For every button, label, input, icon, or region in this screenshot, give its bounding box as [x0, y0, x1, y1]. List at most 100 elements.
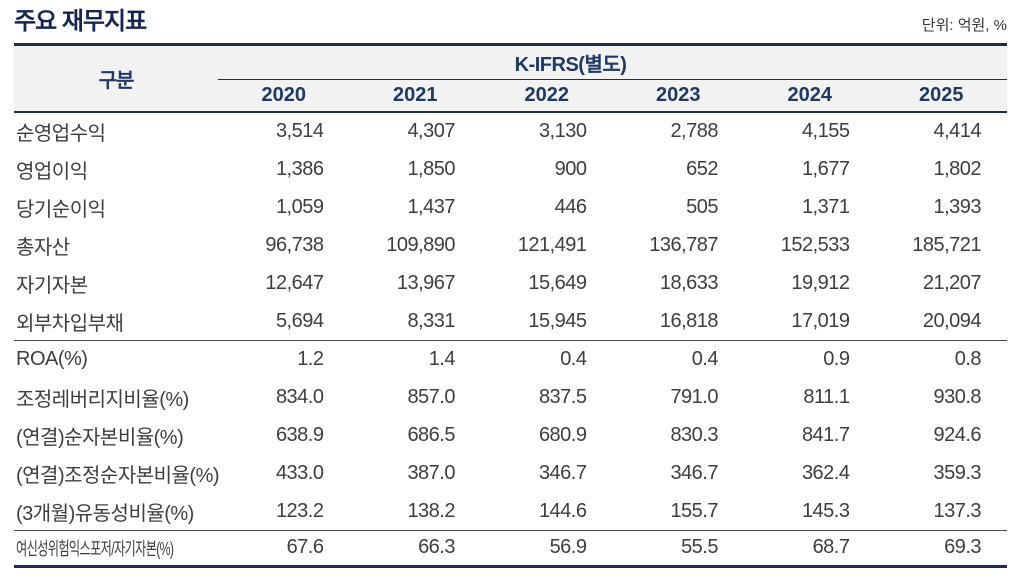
row-label: (3개월)유동성비율(%): [14, 492, 218, 531]
cell-value: 680.9: [538, 423, 587, 446]
page-title: 주요 재무지표: [14, 8, 147, 35]
cell-value: 185,721: [912, 233, 982, 256]
cell-value: 900: [554, 157, 587, 180]
cell-value: 433.0: [275, 461, 324, 484]
row-label-text: 자기자본: [16, 274, 88, 297]
category-header: 구분: [14, 44, 218, 114]
cell-value: 830.3: [670, 423, 718, 446]
row-label: 순영업수익: [14, 112, 218, 150]
accounting-standard-label: K-IFRS(별도): [514, 53, 627, 76]
cell-value: 0.8: [954, 348, 982, 371]
table-row: (연결)순자본비율(%) 638.9 686.5 680.9 830.3 841.7 924…: [14, 416, 1007, 454]
cell-value: 346.7: [670, 461, 718, 484]
row-label: 여신성위험익스포저/자기자본(%): [14, 530, 218, 566]
cell-value: 15,649: [528, 271, 587, 294]
cell-value: 68.7: [812, 536, 850, 559]
cell-value: 66.3: [418, 536, 455, 559]
row-label-text: ROA(%): [16, 348, 88, 371]
cell-value: 69.3: [944, 536, 982, 559]
accounting-standard-header: K-IFRS(별도): [218, 44, 1008, 80]
cell-value: 1,371: [801, 195, 850, 218]
cell-value: 1.4: [428, 348, 456, 371]
row-label-text: 당기순이익: [16, 198, 106, 221]
year-header: 2025: [875, 79, 1008, 114]
row-label-text: 외부차입부채: [16, 312, 124, 335]
row-label: 자기자본: [14, 264, 218, 302]
table-row: 순영업수익 3,514 4,307 3,130 2,788 4,155 4,414: [14, 112, 1007, 150]
row-label: 총자산: [14, 226, 218, 264]
cell-value: 1.2: [297, 348, 324, 371]
table-row: (연결)조정순자본비율(%) 433.0 387.0 346.7 346.7 362.4 3…: [14, 454, 1007, 492]
cell-value: 20,094: [875, 302, 1008, 341]
cell-value: 0.9: [823, 348, 850, 371]
cell-value: 144.6: [481, 492, 613, 531]
year-header: 2023: [612, 79, 744, 114]
year-header: 2022: [481, 79, 613, 114]
cell-value: 446: [554, 195, 587, 218]
cell-value: 1,059: [275, 195, 324, 218]
cell-value: 17,019: [744, 302, 876, 341]
row-label: (연결)순자본비율(%): [14, 416, 218, 454]
cell-value: 55.5: [681, 536, 718, 559]
cell-value: 4,155: [801, 120, 850, 143]
row-label: 당기순이익: [14, 188, 218, 226]
cell-value: 16,818: [612, 302, 744, 341]
cell-value: 21,207: [922, 271, 982, 294]
year-header: 2020: [218, 79, 350, 114]
cell-value: 109,890: [386, 233, 455, 256]
financial-indicators-table: 구분 K-IFRS(별도) 2020 2021 2022 2023 2024 2025 순…: [14, 42, 1008, 568]
group-header-row: 구분 K-IFRS(별도): [14, 44, 1008, 114]
cell-value: 1,437: [407, 195, 455, 218]
cell-value: 841.7: [801, 423, 850, 446]
cell-value: 1,677: [801, 157, 850, 180]
cell-value: 930.8: [933, 385, 982, 408]
cell-value: 3,130: [538, 120, 587, 143]
row-label-text: (연결)조정순자본비율(%): [16, 464, 220, 487]
cell-value: 96,738: [265, 233, 324, 256]
unit-label: 단위: 억원, %: [921, 16, 1007, 34]
year-header: 2024: [744, 79, 876, 114]
row-label-text: 순영업수익: [16, 123, 106, 146]
cell-value: 138.2: [349, 492, 481, 531]
table-row: 영업이익 1,386 1,850 900 652 1,677 1,802: [14, 150, 1007, 188]
table-row: (3개월)유동성비율(%) 123.2 138.2 144.6 155.7 145.3 13…: [14, 492, 1008, 531]
table-row: 당기순이익 1,059 1,437 446 505 1,371 1,393: [14, 188, 1007, 226]
year-header: 2021: [349, 79, 481, 114]
cell-value: 152,533: [780, 233, 850, 256]
cell-value: 19,912: [791, 271, 850, 294]
cell-value: 5,694: [218, 302, 350, 341]
cell-value: 834.0: [275, 385, 324, 408]
table-row: 총자산 96,738 109,890 121,491 136,787 152,533 185…: [14, 226, 1007, 264]
row-label: 영업이익: [14, 150, 218, 188]
row-label: ROA(%): [14, 340, 218, 378]
cell-value: 18,633: [659, 271, 719, 294]
cell-value: 857.0: [407, 385, 455, 408]
cell-value: 123.2: [218, 492, 350, 531]
cell-value: 155.7: [612, 492, 744, 531]
cell-value: 3,514: [275, 120, 324, 143]
row-label: 조정레버리지비율(%): [14, 378, 218, 416]
cell-value: 686.5: [407, 423, 455, 446]
cell-value: 145.3: [744, 492, 876, 531]
cell-value: 362.4: [801, 461, 850, 484]
cell-value: 387.0: [407, 461, 455, 484]
row-label: 외부차입부채: [14, 302, 218, 341]
cell-value: 1,850: [407, 157, 455, 180]
row-label-text: (연결)순자본비율(%): [16, 426, 184, 449]
cell-value: 837.5: [538, 385, 587, 408]
cell-value: 811.1: [803, 385, 850, 408]
cell-value: 2,788: [670, 120, 718, 143]
table-header-bar: 주요 재무지표 단위: 억원, %: [0, 0, 1020, 43]
year-header-row: 2020 2021 2022 2023 2024 2025: [14, 79, 1008, 114]
cell-value: 56.9: [549, 536, 587, 559]
cell-value: 505: [686, 195, 718, 218]
cell-value: 0.4: [560, 348, 587, 371]
cell-value: 638.9: [275, 423, 324, 446]
row-label-text: 영업이익: [16, 160, 88, 183]
cell-value: 8,331: [349, 302, 481, 341]
cell-value: 4,414: [933, 120, 982, 143]
cell-value: 359.3: [933, 461, 982, 484]
cell-value: 137.3: [875, 492, 1008, 531]
cell-value: 924.6: [933, 423, 982, 446]
row-label: (연결)조정순자본비율(%): [14, 454, 220, 492]
